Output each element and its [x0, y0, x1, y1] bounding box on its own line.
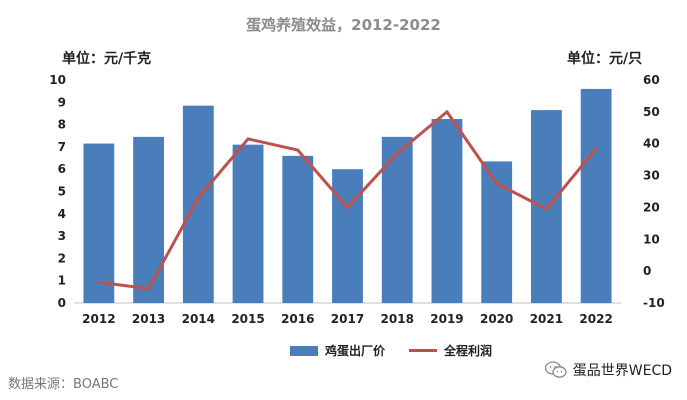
- left-axis-tick-label: 1: [58, 274, 66, 288]
- point-profit: [445, 110, 449, 114]
- left-axis-tick-label: 3: [58, 229, 66, 243]
- x-axis-tick-label: 2013: [132, 312, 165, 326]
- point-profit: [97, 280, 101, 284]
- left-axis-tick-label: 5: [58, 185, 66, 199]
- left-axis-tick-label: 7: [58, 140, 66, 154]
- point-profit: [544, 207, 548, 211]
- brand-watermark: 蛋品世界WECD: [544, 360, 672, 380]
- left-axis-tick-label: 4: [58, 207, 66, 221]
- left-axis-tick-label: 0: [58, 296, 66, 310]
- left-axis-tick-label: 10: [49, 73, 66, 87]
- x-axis-tick-label: 2017: [331, 312, 364, 326]
- wechat-icon: [544, 361, 567, 379]
- legend-bar-label: 鸡蛋出厂价: [325, 344, 386, 358]
- bar-egg-price: [232, 144, 264, 303]
- data-source: 数据来源：BOABC: [8, 377, 119, 392]
- chart-title: 蛋鸡养殖效益，2012-2022: [246, 16, 441, 34]
- left-axis-tick-label: 6: [58, 162, 66, 176]
- point-profit: [395, 151, 399, 155]
- bar-egg-price: [182, 105, 214, 304]
- x-axis-tick-label: 2018: [381, 312, 414, 326]
- x-axis-tick-label: 2020: [480, 312, 513, 326]
- point-profit: [246, 137, 250, 141]
- bar-egg-price: [530, 110, 562, 303]
- brand-label: 蛋品世界WECD: [572, 363, 672, 379]
- x-axis-tick-label: 2014: [182, 312, 215, 326]
- point-profit: [147, 287, 151, 291]
- point-profit: [346, 205, 349, 209]
- right-axis-unit: 单位：元/只: [567, 51, 643, 67]
- right-axis-tick-label: -10: [643, 296, 665, 310]
- left-axis-unit: 单位：元/千克: [62, 51, 152, 67]
- left-axis-tick-label: 2: [58, 251, 66, 265]
- right-axis-tick-label: 60: [643, 73, 660, 87]
- bar-egg-price: [282, 155, 314, 303]
- right-axis-tick-label: 10: [643, 232, 660, 246]
- bar-egg-price: [133, 136, 165, 303]
- legend-item-bar: 鸡蛋出厂价: [290, 342, 385, 359]
- left-axis-tick-label: 9: [58, 95, 66, 109]
- right-axis-tick-label: 50: [643, 105, 660, 119]
- legend-bar-swatch: [290, 345, 318, 356]
- bar-egg-price: [332, 169, 363, 303]
- x-axis-tick-label: 2021: [530, 312, 563, 326]
- right-axis-tick-label: 40: [643, 137, 660, 151]
- bar-egg-price: [381, 136, 413, 303]
- point-profit: [594, 146, 598, 150]
- bar-egg-price: [83, 143, 115, 303]
- legend-line-label: 全程利润: [444, 344, 493, 358]
- point-profit: [495, 182, 499, 186]
- point-profit: [196, 196, 200, 200]
- x-axis-tick-label: 2015: [231, 312, 264, 326]
- x-axis-tick-label: 2019: [430, 312, 463, 326]
- bar-egg-price: [431, 119, 463, 304]
- x-axis-tick-label: 2012: [82, 312, 115, 326]
- x-axis-tick-label: 2016: [281, 312, 314, 326]
- point-profit: [296, 148, 300, 152]
- right-axis-tick-label: 20: [643, 200, 660, 214]
- bar-egg-price: [580, 88, 612, 303]
- x-axis-tick-label: 2022: [579, 312, 612, 326]
- left-axis-tick-label: 8: [58, 118, 66, 132]
- right-axis-tick-label: 30: [643, 169, 660, 183]
- right-axis-tick-label: 0: [643, 264, 651, 278]
- legend-item-line: 全程利润: [409, 342, 492, 359]
- legend-line-swatch: [409, 349, 437, 352]
